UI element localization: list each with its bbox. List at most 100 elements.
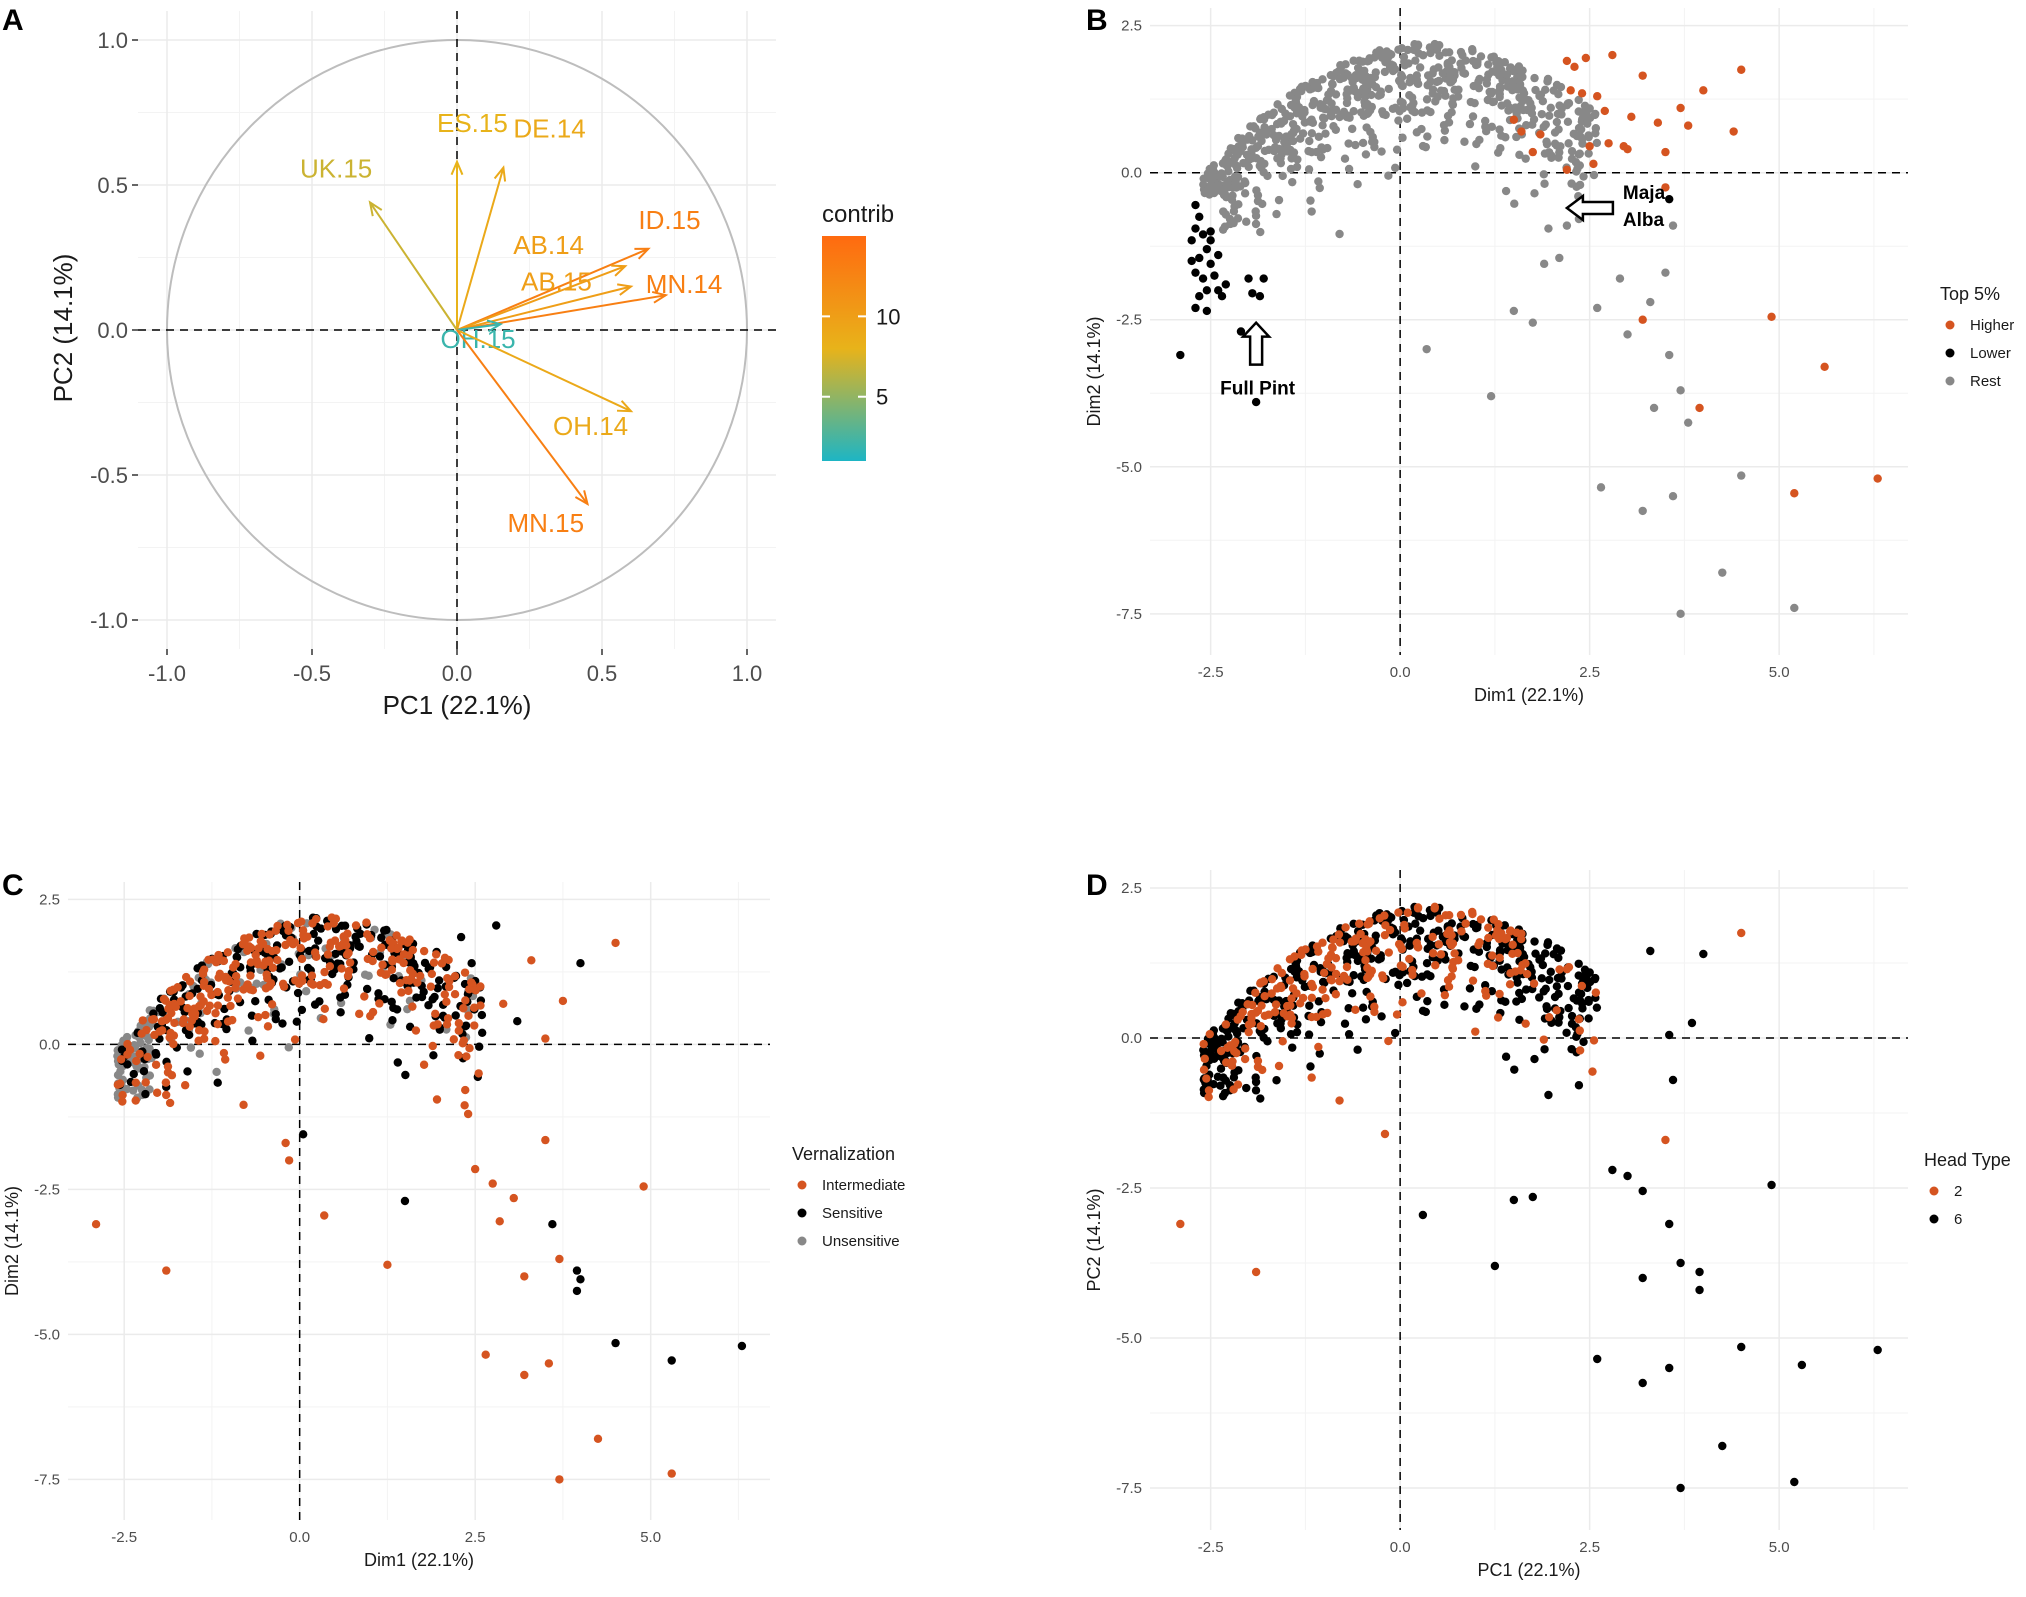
head-type-2-point [1396,941,1405,951]
rest-point [1497,101,1506,110]
rest-point [1575,180,1585,190]
sensitive-point [292,1017,302,1026]
head-type-6-point [1545,975,1554,985]
rest-point [1567,179,1576,188]
intermediate-point [231,983,240,993]
head-type-2-point [1251,1008,1261,1017]
rest-point [1495,82,1505,91]
intermediate-point [405,976,414,985]
head-type-2-point [1267,989,1276,998]
higher-point [1566,86,1575,95]
intermediate-point [152,1088,162,1097]
head-type-2-point [1351,1005,1360,1015]
rest-point [1403,45,1413,55]
lower-point [1198,274,1208,283]
rest-point [1584,149,1593,158]
panel-a-letter: A [2,4,24,37]
head-type-6-point [1349,971,1358,980]
rest-point [1468,112,1478,121]
intermediate-point [213,987,222,997]
head-type-6-point [1790,1477,1799,1487]
head-type-2-point [1365,970,1374,980]
head-type-2-point [1205,1029,1214,1039]
panel-a-legend-title: contrib [822,201,894,228]
head-type-6-point [1593,1354,1602,1364]
lower-point [1202,286,1212,295]
rest-point [1233,150,1242,159]
rest-point [1494,71,1504,80]
panel-c-letter: C [2,869,24,902]
sensitive-point [377,933,386,942]
rest-point [1516,71,1526,80]
head-type-2-point [1508,949,1517,959]
legend-swatch [1945,376,1955,386]
head-type-6-point [1474,947,1484,956]
rest-point [1563,117,1573,126]
legend-label: Sensitive [822,1205,883,1222]
head-type-2-point [1447,972,1456,981]
rest-point [1370,142,1379,152]
intermediate-point [244,933,254,942]
higher-point [1627,112,1636,122]
sensitive-point [382,925,391,935]
intermediate-point [342,941,351,950]
intermediate-point [593,1434,603,1444]
intermediate-point [320,1211,329,1220]
intermediate-point [427,969,437,979]
head-type-6-point [1638,1378,1647,1388]
vector-arrowhead [486,319,504,333]
head-type-6-point [1556,946,1566,955]
rest-point [1415,63,1425,72]
head-type-6-point [1390,1028,1400,1038]
intermediate-point [143,1052,152,1062]
sensitive-point [313,936,323,945]
head-type-2-point [1577,981,1587,991]
head-type-2-point [1476,915,1486,924]
rest-point [1349,106,1358,116]
rest-point [1460,137,1469,146]
higher-point [1536,130,1545,139]
intermediate-point [297,917,306,926]
rest-point [1591,124,1601,133]
rest-point [1530,73,1539,83]
intermediate-point [123,1050,132,1059]
rest-point [1466,97,1476,107]
rest-point [1287,148,1297,158]
legend-label: Rest [1970,373,2002,390]
panel-a-y-label: PC2 (14.1%) [48,254,78,403]
intermediate-point [243,980,252,989]
rest-point [1278,171,1287,181]
rest-point [1569,129,1578,139]
intermediate-point [221,1055,230,1064]
unsensitive-point [212,1067,221,1077]
head-type-2-point [1232,1048,1241,1058]
head-type-6-point [1216,1081,1225,1090]
intermediate-point [283,920,292,930]
intermediate-point [142,1025,151,1035]
head-type-6-point [1676,1258,1685,1268]
head-type-2-point [1508,940,1517,949]
intermediate-point [213,1001,223,1010]
x-tick-label: 2.5 [1579,664,1600,681]
vector-uk-15 [369,201,458,331]
head-type-6-point [1304,1030,1314,1039]
head-type-2-point [1307,1012,1316,1022]
head-type-6-point [1577,999,1587,1008]
sensitive-point [331,949,340,959]
intermediate-point [405,935,414,944]
intermediate-point [323,922,332,931]
intermediate-point [273,955,282,965]
panel-a-x-tick-label: 0.0 [442,661,473,686]
head-type-2-point [1287,1013,1297,1023]
head-type-6-point [1495,946,1505,955]
head-type-2-point [1287,994,1296,1003]
head-type-6-point [1515,988,1524,998]
head-type-6-point [1272,1076,1281,1085]
intermediate-point [426,982,436,991]
head-type-6-point [1402,978,1412,988]
rest-point [1357,108,1366,117]
intermediate-point [360,992,369,1001]
head-type-2-point [1436,950,1446,959]
head-type-6-point [1564,1003,1573,1013]
rest-point [1456,59,1465,68]
